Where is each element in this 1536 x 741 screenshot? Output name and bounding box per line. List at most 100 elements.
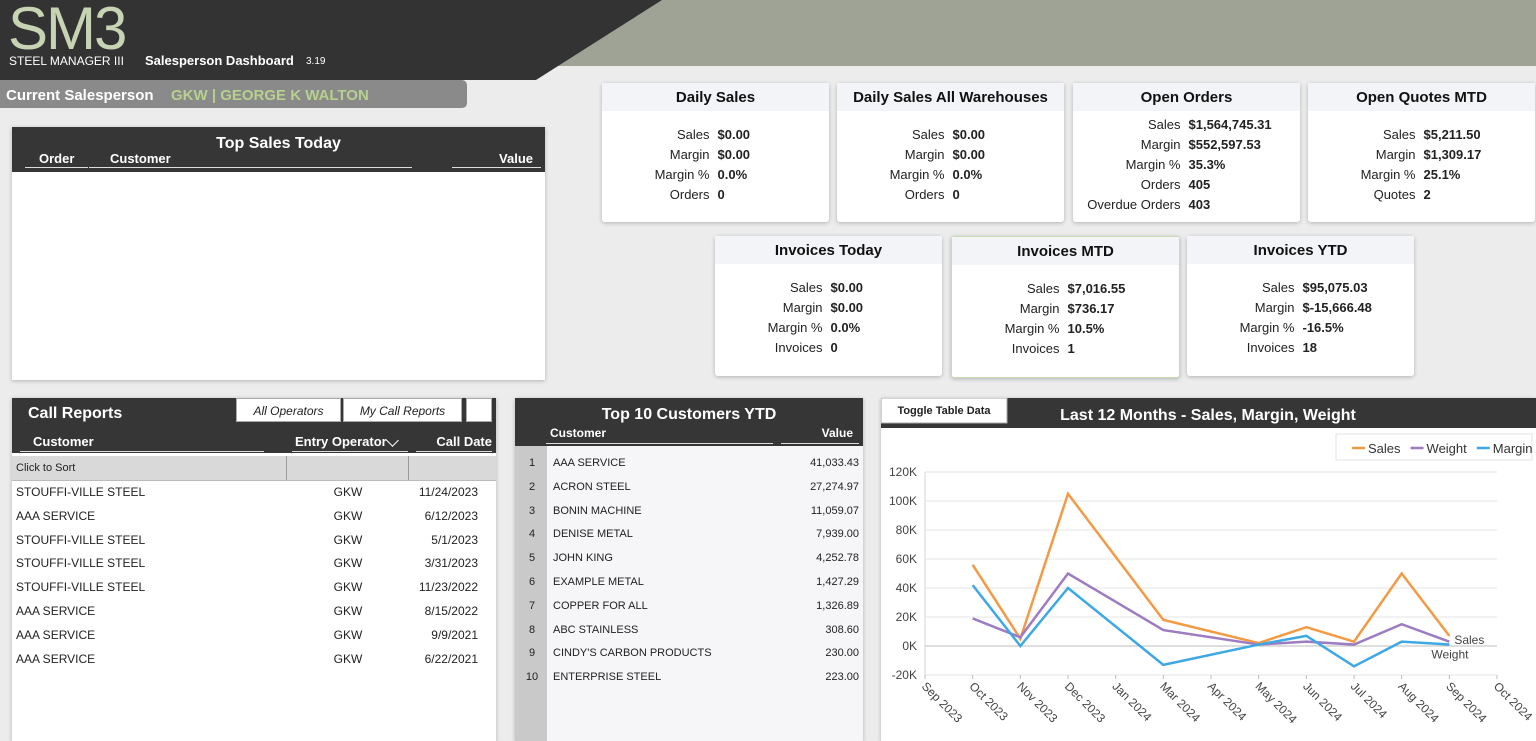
top10-customer[interactable]: AAA SERVICE <box>553 457 626 469</box>
card-label: Margin % <box>654 166 710 182</box>
call-operator: GKW <box>333 532 363 547</box>
call-customer[interactable]: STOUFFI-VILLE STEEL <box>16 556 146 571</box>
top10-customer[interactable]: CINDY'S CARBON PRODUCTS <box>553 647 712 660</box>
card-value: 1 <box>1067 341 1075 356</box>
card-value: $736.17 <box>1067 301 1115 316</box>
kpi-card[interactable]: Open Quotes MTD Sales $5,211.50 Margin $1,30… <box>1308 83 1535 222</box>
top10-customer[interactable]: BONIN MACHINE <box>553 504 642 517</box>
call-operator: GKW <box>333 604 363 618</box>
x-tick-label: Sep 2023 <box>919 679 965 725</box>
underline <box>416 451 492 452</box>
column-header[interactable]: Customer <box>110 151 171 166</box>
chart-title: Last 12 Months - Sales, Margin, Weight <box>1060 407 1356 424</box>
salesperson-label: Current Salesperson <box>6 87 154 104</box>
y-tick-label: -20K <box>892 668 917 682</box>
top10-customer[interactable]: ENTERPRISE STEEL <box>553 671 662 684</box>
legend-label[interactable]: Sales <box>1368 441 1401 456</box>
card-label: Invoices <box>1246 340 1295 355</box>
card-label: Sales <box>1382 126 1416 142</box>
column-header[interactable]: Order <box>39 151 75 166</box>
top10-customer[interactable]: ABC STAINLESS <box>553 623 639 636</box>
card-label: Orders <box>1140 176 1181 192</box>
chart: Toggle Table Data Last 12 Months - Sales,… <box>880 397 1536 727</box>
card-value: 35.3% <box>1188 156 1226 172</box>
top10-customer[interactable]: ACRON STEEL <box>553 480 631 493</box>
call-customer[interactable]: AAA SERVICE <box>16 508 96 523</box>
card-label: Orders <box>904 186 945 202</box>
top10-customer[interactable]: JOHN KING <box>553 552 613 565</box>
column-header[interactable]: Value <box>821 426 853 440</box>
toggle-label[interactable]: Toggle Table Data <box>897 405 991 417</box>
card-value: -16.5% <box>1302 320 1344 335</box>
rank: 2 <box>528 480 536 493</box>
card-title: Daily Sales All Warehouses <box>837 83 1064 111</box>
top10-value: 41,033.43 <box>810 457 859 469</box>
x-tick-label: Dec 2023 <box>1062 679 1108 725</box>
x-tick-label: Oct 2024 <box>1491 679 1536 724</box>
kpi-card[interactable]: Daily Sales All Warehouses Sales $0.00 Marg… <box>837 83 1064 222</box>
column-header[interactable]: Entry Operator <box>295 434 387 449</box>
call-customer[interactable]: STOUFFI-VILLE STEEL <box>16 580 146 595</box>
call-reports-title: Call Reports <box>28 405 123 422</box>
sort-row[interactable] <box>12 456 496 481</box>
card-value: $95,075.03 <box>1302 280 1368 295</box>
y-tick-label: 40K <box>896 581 917 595</box>
top10-customer[interactable]: DENISE METAL <box>553 528 633 541</box>
header-dark <box>0 0 662 80</box>
rank: 10 <box>525 671 539 684</box>
call-operator: GKW <box>333 556 363 571</box>
salesperson-value[interactable]: GKW | GEORGE K WALTON <box>171 87 369 104</box>
sort-hint[interactable]: Click to Sort <box>16 462 76 474</box>
card-label: Margin % <box>889 166 945 182</box>
filter-button[interactable]: My Call Reports <box>343 398 462 422</box>
legend-label[interactable]: Weight <box>1427 441 1468 456</box>
x-tick-label: May 2024 <box>1253 679 1300 726</box>
card-label: Margin <box>1375 146 1416 162</box>
kpi-card[interactable]: Invoices YTD Sales $95,075.03 Margin $-15,66… <box>1187 236 1414 376</box>
card-label: Margin <box>782 300 823 315</box>
card-label: Margin <box>669 146 710 162</box>
column-header[interactable]: Value <box>499 151 533 166</box>
call-operator: GKW <box>333 651 363 666</box>
card-value: $0.00 <box>830 280 864 295</box>
call-customer[interactable]: AAA SERVICE <box>16 651 96 666</box>
kpi-card[interactable]: Daily Sales Sales $0.00 Margin $0.00 Margin %… <box>602 83 829 222</box>
card-value: 0 <box>830 340 838 355</box>
top-customers-panel: Top 10 Customers YTD Customer Value 1 AAA SE… <box>515 398 863 741</box>
call-customer[interactable]: AAA SERVICE <box>16 604 96 618</box>
top10-value: 308.60 <box>825 623 859 636</box>
card-label: Margin <box>1019 301 1060 316</box>
column-header[interactable]: Customer <box>33 434 94 449</box>
expand-button[interactable] <box>466 398 492 422</box>
call-customer[interactable]: STOUFFI-VILLE STEEL <box>16 532 146 547</box>
kpi-card[interactable]: Open Orders Sales $1,564,745.31 Margin $552,… <box>1073 83 1300 222</box>
rank: 5 <box>528 552 536 565</box>
y-tick-label: 60K <box>896 552 917 566</box>
dashboard-title: Salesperson Dashboard <box>145 53 294 68</box>
top10-customer[interactable]: EXAMPLE METAL <box>553 576 644 588</box>
top10-value: 4,252.78 <box>816 552 859 565</box>
call-customer[interactable]: STOUFFI-VILLE STEEL <box>16 485 146 499</box>
header-bg <box>0 0 1536 108</box>
card-value: $7,016.55 <box>1067 281 1126 296</box>
top10-value: 1,427.29 <box>816 576 859 588</box>
kpi-card[interactable]: Invoices Today Sales $0.00 Margin $0.00 Margi… <box>715 236 942 376</box>
card-label: Margin % <box>1004 321 1060 336</box>
column-header[interactable]: Customer <box>550 426 607 440</box>
call-customer[interactable]: AAA SERVICE <box>16 627 96 642</box>
kpi-card[interactable]: Invoices MTD Sales $7,016.55 Margin $736.17 M… <box>951 236 1180 378</box>
x-tick-label: Sep 2024 <box>1443 679 1489 725</box>
top10-title: Top 10 Customers YTD <box>601 406 777 423</box>
rank: 8 <box>528 623 536 636</box>
call-date: 6/22/2021 <box>424 651 478 666</box>
underline <box>546 443 773 444</box>
legend-label[interactable]: Margin <box>1493 441 1533 456</box>
column-header[interactable]: Call Date <box>436 434 492 449</box>
chart-panel: Toggle Table Data Last 12 Months - Sales,… <box>880 397 1536 741</box>
y-tick-label: 20K <box>896 610 917 624</box>
rank: 1 <box>528 457 536 469</box>
rank: 6 <box>528 576 536 588</box>
filter-button[interactable]: All Operators <box>236 398 341 422</box>
top10-customer[interactable]: COPPER FOR ALL <box>553 599 648 612</box>
toggle-button[interactable] <box>880 397 1008 424</box>
